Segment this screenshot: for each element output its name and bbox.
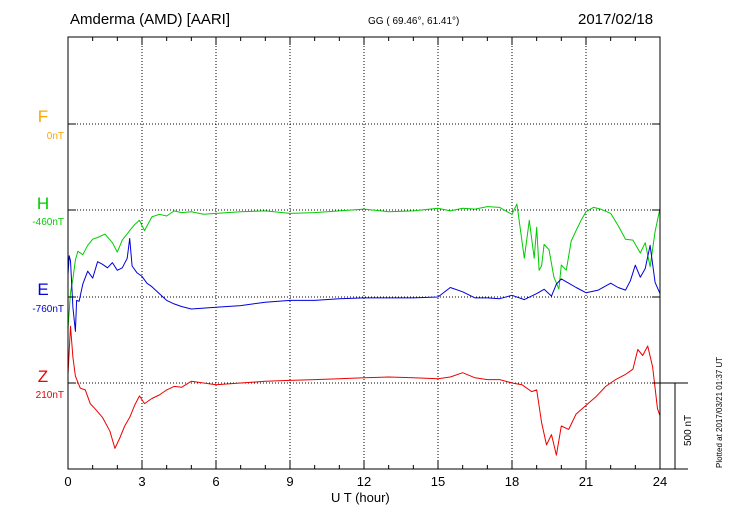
component-label-z: Z	[37, 367, 49, 386]
component-label-e: E	[37, 280, 49, 299]
component-baseline-h: -460nT	[32, 217, 64, 228]
series-line-h	[67, 203, 661, 329]
series-lines	[67, 203, 661, 456]
x-tick-label: 9	[286, 474, 294, 489]
component-baseline-f: 0nT	[46, 131, 64, 142]
station-coordinates: GG ( 69.46°, 61.41°)	[368, 16, 460, 27]
scale-bar	[660, 382, 688, 470]
x-tick-label: 21	[578, 474, 594, 489]
plotted-timestamp: Plotted at 2017/03/21 01:37 UT	[715, 356, 724, 468]
scale-bar-label: 500 nT	[683, 414, 694, 446]
component-label-f: F	[37, 107, 49, 126]
grid-lines	[68, 37, 660, 469]
component-baseline-z: 210nT	[35, 390, 64, 401]
series-line-e	[67, 238, 661, 332]
x-tick-label: 6	[212, 474, 220, 489]
station-title: Amderma (AMD) [AARI]	[70, 11, 231, 28]
date-label: 2017/02/18	[578, 11, 654, 28]
x-axis-label: U T (hour)	[331, 490, 390, 505]
x-tick-label: 24	[652, 474, 668, 489]
x-tick-label: 3	[138, 474, 146, 489]
x-tick-label: 0	[64, 474, 72, 489]
series-line-z	[67, 325, 661, 456]
component-label-h: H	[36, 194, 50, 213]
component-baseline-e: -760nT	[32, 304, 64, 315]
axis-ticks	[67, 37, 661, 469]
x-tick-label: 12	[356, 474, 372, 489]
x-tick-label: 15	[430, 474, 446, 489]
x-tick-label: 18	[504, 474, 520, 489]
